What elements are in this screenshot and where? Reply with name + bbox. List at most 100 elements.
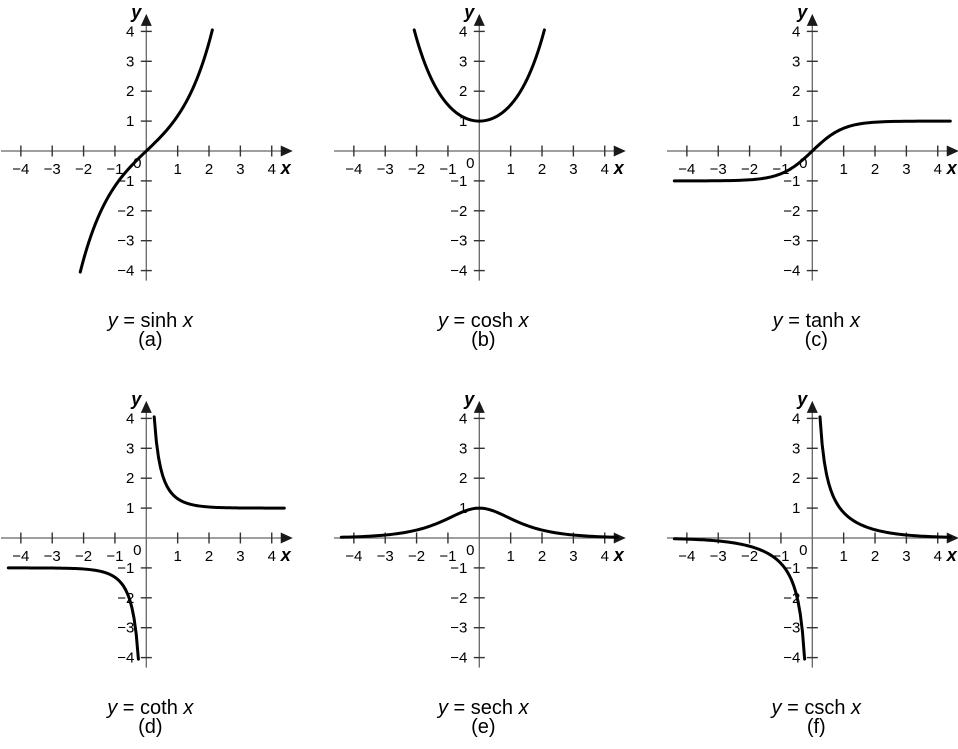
svg-text:1: 1 [459, 500, 467, 517]
svg-text:−1: −1 [784, 173, 801, 190]
svg-text:−4: −4 [679, 161, 696, 178]
svg-text:(b): (b) [471, 329, 495, 351]
svg-text:y: y [797, 2, 809, 22]
svg-text:y: y [797, 388, 809, 408]
svg-text:1: 1 [126, 113, 134, 130]
svg-text:x: x [946, 158, 958, 178]
svg-text:−2: −2 [450, 589, 467, 606]
svg-text:3: 3 [903, 548, 911, 565]
svg-text:4: 4 [601, 161, 609, 178]
svg-text:−3: −3 [377, 548, 394, 565]
svg-text:y: y [463, 388, 475, 408]
svg-text:−2: −2 [408, 548, 425, 565]
svg-text:3: 3 [569, 161, 577, 178]
svg-text:−4: −4 [345, 548, 362, 565]
svg-text:2: 2 [538, 548, 546, 565]
svg-text:1: 1 [840, 161, 848, 178]
svg-text:y: y [463, 2, 475, 22]
svg-text:1: 1 [507, 161, 515, 178]
svg-text:(f): (f) [807, 716, 826, 738]
svg-text:−3: −3 [784, 619, 801, 636]
svg-text:3: 3 [792, 440, 800, 457]
svg-text:−4: −4 [450, 263, 467, 280]
svg-text:1: 1 [792, 113, 800, 130]
svg-text:−3: −3 [450, 619, 467, 636]
svg-text:−2: −2 [741, 548, 758, 565]
svg-text:−3: −3 [450, 233, 467, 250]
svg-text:2: 2 [792, 83, 800, 100]
svg-text:0: 0 [466, 542, 474, 559]
svg-text:3: 3 [126, 53, 134, 70]
svg-text:−4: −4 [12, 548, 29, 565]
svg-text:−4: −4 [784, 649, 801, 666]
svg-text:3: 3 [236, 548, 244, 565]
svg-text:−2: −2 [75, 548, 92, 565]
svg-text:0: 0 [800, 542, 808, 559]
svg-text:−4: −4 [784, 263, 801, 280]
svg-text:3: 3 [459, 53, 467, 70]
svg-text:2: 2 [204, 161, 212, 178]
svg-text:x: x [613, 158, 625, 178]
svg-text:3: 3 [569, 548, 577, 565]
svg-text:−4: −4 [12, 161, 29, 178]
svg-text:−4: −4 [117, 649, 134, 666]
svg-text:−4: −4 [117, 263, 134, 280]
svg-text:y: y [130, 388, 142, 408]
svg-text:x: x [946, 545, 958, 565]
svg-text:4: 4 [267, 548, 275, 565]
svg-text:x: x [613, 545, 625, 565]
svg-text:(d): (d) [138, 716, 162, 738]
svg-text:4: 4 [126, 23, 134, 40]
svg-text:0: 0 [466, 155, 474, 172]
svg-text:−4: −4 [679, 548, 696, 565]
svg-text:−2: −2 [741, 161, 758, 178]
svg-text:4: 4 [792, 23, 800, 40]
svg-text:−2: −2 [784, 203, 801, 220]
svg-text:(a): (a) [138, 329, 162, 351]
svg-text:4: 4 [934, 161, 942, 178]
svg-text:−3: −3 [117, 233, 134, 250]
svg-text:−4: −4 [450, 649, 467, 666]
svg-text:1: 1 [792, 500, 800, 517]
svg-text:−4: −4 [345, 161, 362, 178]
svg-text:1: 1 [840, 548, 848, 565]
svg-text:−2: −2 [75, 161, 92, 178]
svg-text:4: 4 [601, 548, 609, 565]
svg-text:4: 4 [126, 410, 134, 427]
svg-text:3: 3 [459, 440, 467, 457]
svg-text:−3: −3 [710, 548, 727, 565]
svg-text:2: 2 [871, 161, 879, 178]
svg-text:3: 3 [903, 161, 911, 178]
svg-text:3: 3 [792, 53, 800, 70]
svg-text:−2: −2 [117, 203, 134, 220]
svg-text:2: 2 [459, 470, 467, 487]
svg-text:(c): (c) [805, 329, 828, 351]
svg-text:4: 4 [267, 161, 275, 178]
svg-text:1: 1 [507, 548, 515, 565]
svg-text:4: 4 [459, 23, 467, 40]
svg-text:−1: −1 [117, 559, 134, 576]
svg-text:2: 2 [459, 83, 467, 100]
svg-text:−3: −3 [43, 548, 60, 565]
svg-text:4: 4 [459, 410, 467, 427]
svg-text:y: y [130, 2, 142, 22]
svg-text:2: 2 [126, 83, 134, 100]
svg-text:3: 3 [126, 440, 134, 457]
svg-text:x: x [279, 158, 291, 178]
svg-text:(e): (e) [471, 716, 495, 738]
svg-text:2: 2 [871, 548, 879, 565]
svg-text:−1: −1 [450, 559, 467, 576]
svg-text:1: 1 [173, 161, 181, 178]
svg-text:−3: −3 [710, 161, 727, 178]
svg-text:3: 3 [236, 161, 244, 178]
svg-text:−2: −2 [450, 203, 467, 220]
svg-text:−3: −3 [784, 233, 801, 250]
svg-text:x: x [279, 545, 291, 565]
svg-text:4: 4 [934, 548, 942, 565]
svg-text:−3: −3 [117, 619, 134, 636]
svg-text:1: 1 [173, 548, 181, 565]
svg-text:0: 0 [133, 542, 141, 559]
svg-text:−2: −2 [408, 161, 425, 178]
svg-text:−1: −1 [450, 173, 467, 190]
svg-text:1: 1 [126, 500, 134, 517]
